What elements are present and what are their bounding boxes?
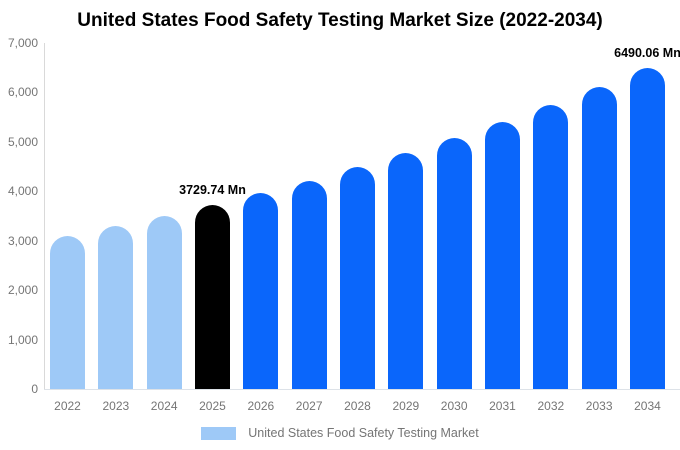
x-tick-label-2029: 2029	[392, 399, 420, 413]
bar-2033[interactable]	[581, 87, 617, 389]
x-tick-label-2032: 2032	[537, 399, 565, 413]
y-tick-label: 5,000	[7, 134, 38, 149]
x-tick-label-2022: 2022	[54, 399, 81, 413]
legend-label: United States Food Safety Testing Market	[248, 426, 479, 440]
x-tick-label-2023: 2023	[102, 399, 130, 413]
y-tick-label: 7,000	[7, 36, 38, 50]
bar-2032[interactable]	[533, 105, 569, 389]
y-tick-label: 1,000	[7, 332, 38, 347]
bar-2024[interactable]	[146, 215, 182, 389]
y-tick-label: 4,000	[7, 184, 38, 199]
x-axis-baseline	[44, 389, 680, 390]
bar-2034[interactable]	[629, 68, 665, 389]
y-axis-line	[44, 43, 45, 390]
y-tick-label: 3,000	[7, 233, 38, 248]
data-label-2025: 3729.74 Mn	[179, 182, 246, 197]
bar-2026[interactable]	[243, 192, 279, 389]
bar-2029[interactable]	[388, 153, 424, 389]
y-tick-label: 0	[31, 382, 38, 396]
bar-2025[interactable]	[194, 204, 230, 389]
x-tick-label-2025: 2025	[199, 399, 226, 413]
y-tick-label: 2,000	[7, 283, 38, 298]
x-tick-label-2033: 2033	[585, 399, 613, 413]
legend: United States Food Safety Testing Market	[0, 426, 680, 440]
x-tick-label-2034: 2034	[634, 399, 661, 413]
x-tick-label-2026: 2026	[247, 399, 275, 413]
x-tick-label-2028: 2028	[344, 399, 371, 413]
x-tick-label-2024: 2024	[150, 399, 178, 413]
x-tick-label-2030: 2030	[440, 399, 468, 413]
x-tick-label-2027: 2027	[295, 399, 323, 413]
data-label-2034: 6490.06 Mn	[614, 46, 680, 61]
bar-2030[interactable]	[436, 138, 472, 389]
bar-2027[interactable]	[291, 180, 327, 389]
bar-2022[interactable]	[50, 235, 85, 389]
bar-2028[interactable]	[339, 167, 375, 389]
y-tick-label: 6,000	[7, 85, 38, 100]
chart-title: United States Food Safety Testing Market…	[77, 10, 603, 31]
bar-2023[interactable]	[98, 226, 134, 389]
x-tick-label-2031: 2031	[489, 399, 516, 413]
legend-swatch	[201, 426, 237, 440]
bar-2031[interactable]	[484, 122, 520, 389]
